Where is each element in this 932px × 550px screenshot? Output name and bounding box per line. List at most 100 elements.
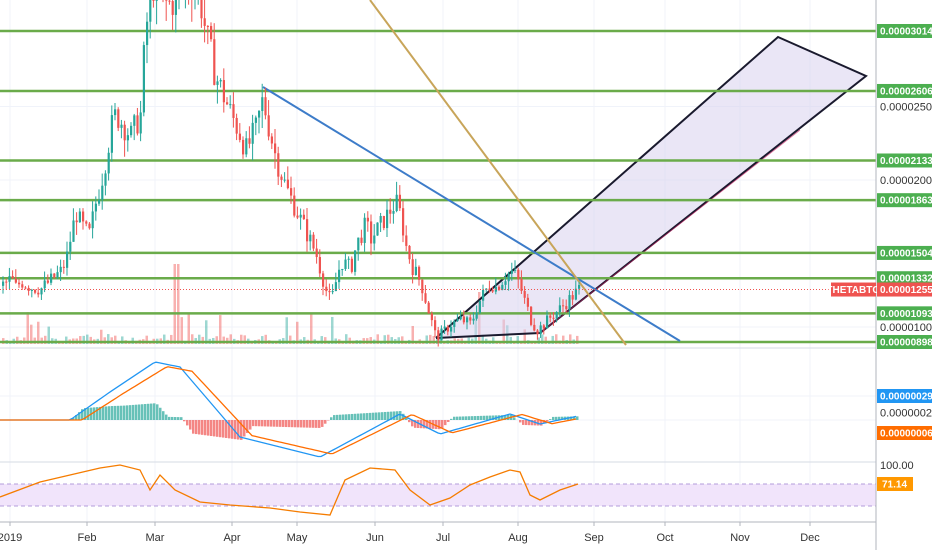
macd-histogram-bar xyxy=(108,406,111,420)
macd-histogram-bar xyxy=(246,420,249,434)
macd-histogram-bar xyxy=(168,416,171,420)
rsi-band xyxy=(0,484,876,506)
volume-bar xyxy=(215,336,218,344)
macd-histogram-bar xyxy=(264,420,267,427)
macd-histogram-bar xyxy=(156,404,159,420)
channel-pattern[interactable] xyxy=(435,35,868,339)
candle-body xyxy=(56,272,59,278)
candle-body xyxy=(232,104,235,118)
macd-histogram-bar xyxy=(453,416,456,420)
volume-bar xyxy=(26,312,29,344)
candle-body xyxy=(290,188,293,196)
macd-histogram-bar xyxy=(357,413,360,420)
macd-histogram-bar xyxy=(540,420,543,426)
candle-body xyxy=(539,325,542,335)
candle-body xyxy=(552,317,555,319)
time-tick-label: May xyxy=(287,532,308,544)
candle-body xyxy=(286,179,289,189)
macd-histogram-bar xyxy=(201,420,204,435)
macd-histogram-bar xyxy=(297,420,300,428)
time-axis[interactable]: 2019 Feb Mar Apr May Jun Jul Aug Sep Oct Nov Dec xyxy=(0,521,876,544)
macd-histogram-bar xyxy=(291,420,294,428)
time-tick-label: Nov xyxy=(730,532,750,544)
macd-histogram-bar xyxy=(450,418,453,420)
rsi-line xyxy=(0,464,579,516)
macd-histogram-bar xyxy=(198,420,201,435)
rsi-pane xyxy=(0,464,876,516)
candle-body xyxy=(402,208,405,236)
candle-body xyxy=(235,117,238,134)
macd-histogram-bar xyxy=(222,420,225,438)
macd-histogram-bar xyxy=(387,411,390,420)
candle-body xyxy=(386,209,389,229)
rsi-value-tag xyxy=(877,477,913,491)
volume-bar xyxy=(429,334,432,344)
candle-body xyxy=(293,195,296,216)
volume-bar xyxy=(562,335,565,344)
candle-body xyxy=(520,279,523,291)
last-price-tag xyxy=(877,282,932,297)
macd-histogram-bar xyxy=(492,415,495,420)
candle-body xyxy=(389,209,392,214)
level-price-label: 0.00001093 xyxy=(880,309,932,320)
candle-body xyxy=(523,290,526,298)
candle-body xyxy=(469,317,472,321)
candle-body xyxy=(53,273,56,278)
macd-histogram-bar xyxy=(465,416,468,420)
macd-histogram-bar xyxy=(501,415,504,420)
macd-histogram-bar xyxy=(237,420,240,440)
macd-histogram-bar xyxy=(258,420,261,427)
candle-body xyxy=(264,97,267,116)
volume-bar xyxy=(345,334,348,344)
candle-body xyxy=(206,25,209,27)
volume-bar xyxy=(229,334,232,344)
macd-histogram-bar xyxy=(285,420,288,428)
candle-body xyxy=(261,97,264,112)
candle-body xyxy=(555,311,558,319)
volume-bar xyxy=(201,336,204,344)
time-tick-label: Oct xyxy=(656,532,673,544)
candle-body xyxy=(85,221,88,224)
candle-body xyxy=(203,18,206,26)
time-tick-label: Dec xyxy=(800,532,820,544)
macd-histogram-bar xyxy=(300,420,303,428)
level-price-tag xyxy=(877,24,932,38)
macd-histogram-bar xyxy=(132,404,135,420)
candle-body xyxy=(536,330,539,335)
volume-bar xyxy=(425,335,428,344)
macd-histogram-bar xyxy=(276,420,279,427)
candle-body xyxy=(229,104,232,106)
volume-bar xyxy=(411,325,414,344)
volume-bar xyxy=(492,337,495,344)
candle-body xyxy=(216,81,219,85)
candle-body xyxy=(2,281,5,286)
macd-histogram-bar xyxy=(462,416,465,420)
candle-body xyxy=(549,315,552,318)
candle-body xyxy=(274,143,277,154)
level-price-label: 0.00001332 xyxy=(880,274,932,285)
level-price-label: 0.00001863 xyxy=(880,196,932,207)
macd-histogram-bar xyxy=(363,413,366,420)
volume-bar xyxy=(16,336,19,344)
trendlines[interactable] xyxy=(262,0,681,346)
volume-bar xyxy=(390,337,393,344)
macd-histogram-bar xyxy=(72,418,75,420)
macd-histogram-bar xyxy=(159,407,162,420)
macd-histogram-bar xyxy=(309,420,312,428)
macd-histogram-bar xyxy=(390,411,393,420)
macd-histogram-bar xyxy=(429,420,432,429)
volume-bar xyxy=(264,334,267,344)
macd-histogram-bar xyxy=(228,420,231,439)
channel-outline xyxy=(435,35,868,339)
volume-bar xyxy=(320,336,323,344)
macd-histogram-bar xyxy=(474,416,477,420)
volume-bar xyxy=(79,336,82,344)
candle-body xyxy=(328,291,331,293)
macd-pane xyxy=(0,361,579,458)
volume-bar xyxy=(205,320,208,344)
macd-histogram-bar xyxy=(162,411,165,420)
macd-histogram-bar xyxy=(195,420,198,435)
